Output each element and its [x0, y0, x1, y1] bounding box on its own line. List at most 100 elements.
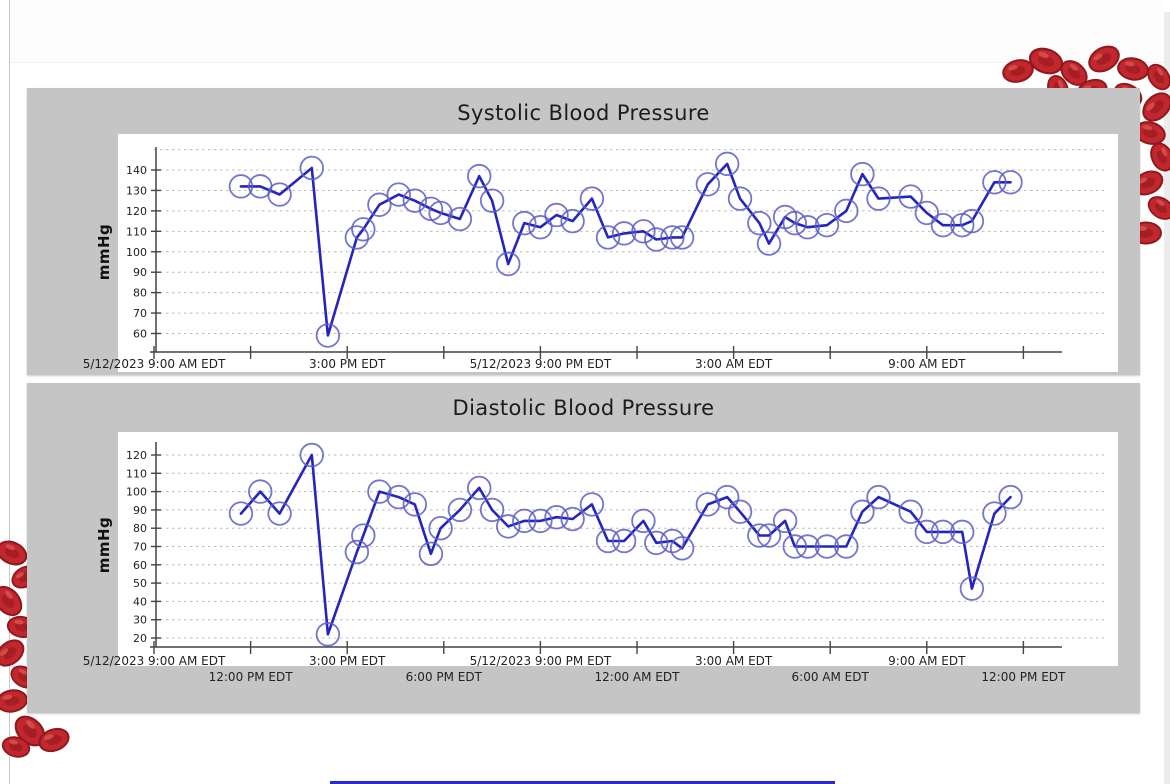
data-point — [228, 501, 254, 526]
y-axis: 60 70 80 90 100 110 120 130 140 — [126, 147, 161, 352]
data-point — [467, 475, 492, 501]
x-tick-label: 5/12/2023 9:00 AM EDT — [83, 357, 226, 371]
y-tick-label: 70 — [133, 307, 147, 320]
data-point — [914, 200, 940, 226]
systolic-plot-area: 60 70 80 90 100 110 120 130 140 5/12/2023 9:00 AM… — [83, 134, 1118, 372]
red-blood-cell — [1060, 60, 1088, 86]
data-point — [428, 200, 453, 226]
data-point — [228, 174, 254, 199]
data-point — [611, 528, 637, 554]
data-point — [814, 534, 840, 559]
data-point — [496, 251, 521, 277]
y-tick-label: 120 — [126, 205, 147, 218]
x-tick-label-row2: 12:00 PM EDT — [981, 670, 1066, 684]
y-tick-label: 30 — [133, 614, 147, 627]
data-point — [579, 186, 605, 211]
data-point — [579, 492, 605, 517]
red-blood-cell — [0, 689, 28, 713]
y-tick-label: 100 — [126, 486, 147, 499]
data-point — [386, 182, 411, 207]
red-blood-cell — [1132, 170, 1164, 196]
data-point — [914, 519, 940, 545]
data-point — [528, 215, 553, 240]
data-point — [756, 231, 782, 256]
data-point — [727, 186, 753, 211]
red-blood-cell — [1028, 47, 1064, 75]
data-point — [982, 501, 1007, 526]
diastolic-plot-area: 20 30 40 50 60 70 80 90 100 110 120 5/12/2023 9:00 … — [83, 432, 1118, 668]
diastolic-x-axis-labels-row2: 12:00 PM EDT 6:00 PM EDT 12:00 AM EDT 6:00 … — [118, 670, 1118, 688]
data-point — [714, 484, 740, 510]
data-point — [467, 163, 492, 189]
data-point — [315, 622, 341, 647]
systolic-chart-title: Systolic Blood Pressure — [457, 101, 710, 125]
data-point — [959, 576, 985, 601]
data-point — [834, 534, 859, 559]
data-point — [512, 508, 537, 534]
data-point — [544, 202, 569, 228]
red-blood-cell — [0, 639, 25, 667]
data-point — [496, 514, 521, 539]
data-point — [814, 212, 840, 238]
y-tick-label: 110 — [126, 467, 147, 480]
red-blood-cell — [38, 727, 70, 753]
x-tick-label-row2: 12:00 AM EDT — [594, 670, 680, 684]
x-axis: 5/12/2023 9:00 AM EDT 3:00 PM EDT 5/12/202… — [83, 346, 1062, 371]
data-point — [595, 225, 621, 250]
y-tick-label: 80 — [133, 522, 147, 535]
data-point — [367, 192, 392, 217]
diastolic-y-axis-label: mmHg — [95, 516, 113, 574]
diastolic-chart-title: Diastolic Blood Pressure — [452, 396, 715, 420]
data-point — [544, 505, 569, 530]
data-point — [660, 225, 685, 250]
data-point — [714, 151, 740, 177]
data-point — [611, 221, 637, 246]
data-point — [479, 188, 505, 213]
data-point — [402, 188, 428, 213]
data-point — [669, 225, 695, 250]
systolic-y-axis-label: mmHg — [95, 223, 113, 281]
data-point — [782, 210, 807, 236]
page-left-edge — [9, 0, 10, 784]
red-blood-cell — [14, 715, 46, 747]
x-tick-label-row2: 6:00 AM EDT — [791, 670, 869, 684]
x-tick-label: 3:00 AM EDT — [695, 654, 773, 668]
data-point — [998, 484, 1023, 510]
data-point — [998, 170, 1023, 195]
y-tick-label: 110 — [126, 225, 147, 238]
data-point — [747, 523, 772, 548]
y-tick-label: 140 — [126, 164, 147, 177]
x-tick-label-row2: 6:00 PM EDT — [405, 670, 482, 684]
data-point — [782, 534, 807, 559]
data-point — [299, 442, 324, 468]
red-blood-cell — [1142, 92, 1170, 122]
red-blood-cell — [1117, 57, 1149, 81]
x-tick-label: 3:00 PM EDT — [309, 357, 386, 371]
data-point — [669, 536, 695, 561]
data-point — [866, 186, 891, 211]
data-point — [930, 519, 956, 545]
data-point — [982, 170, 1007, 195]
data-point — [344, 225, 370, 250]
data-point — [834, 198, 859, 224]
data-point — [512, 210, 537, 236]
data-point — [267, 182, 292, 207]
x-tick-label-row2: 12:00 PM EDT — [208, 670, 293, 684]
data-point — [747, 210, 772, 236]
data-point-markers — [228, 151, 1023, 348]
y-tick-label: 80 — [133, 287, 147, 300]
data-point — [402, 492, 428, 517]
red-blood-cell — [1150, 142, 1170, 172]
data-point — [631, 508, 656, 534]
y-tick-label: 50 — [133, 577, 147, 590]
data-point — [695, 172, 721, 197]
gridlines — [154, 149, 1104, 334]
y-tick-label: 130 — [126, 184, 147, 197]
data-point — [528, 508, 553, 534]
x-tick-label: 9:00 AM EDT — [888, 654, 966, 668]
data-point — [299, 155, 324, 181]
data-point — [850, 161, 875, 187]
y-tick-label: 70 — [133, 541, 147, 554]
data-point — [930, 212, 956, 238]
